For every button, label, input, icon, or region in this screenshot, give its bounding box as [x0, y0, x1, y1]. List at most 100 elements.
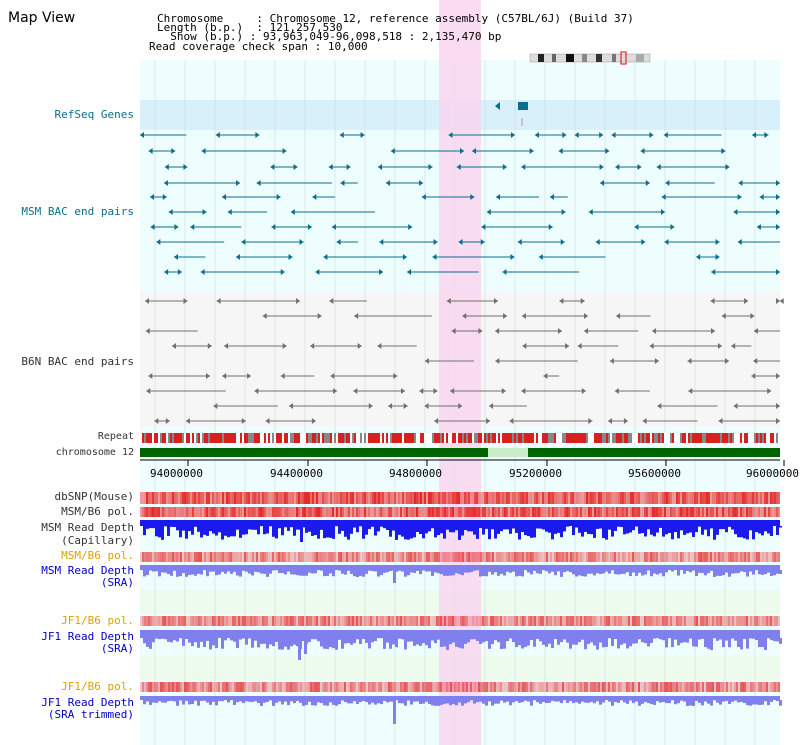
jf1-depth-trim: [419, 700, 422, 705]
msm-pol2-heat: [742, 552, 744, 562]
msm-pol2-heat: [262, 552, 264, 562]
jf1-depth-sra: [302, 638, 305, 642]
jf1-depth-sra: [524, 638, 527, 647]
msm-pol-heat: [578, 507, 580, 517]
dbsnp-heat: [158, 492, 160, 504]
jf1-depth-sra: [476, 638, 479, 641]
msm-depth-cap: [518, 526, 521, 540]
msm-pol-heat: [500, 507, 502, 517]
repeat-bar: [498, 433, 500, 443]
jf1-pol2-heat: [718, 682, 720, 692]
jf1-pol-heat: [280, 616, 282, 626]
msm-depth-sra: [779, 570, 782, 574]
repeat-bar: [408, 433, 410, 443]
track-label-chromosome[interactable]: chromosome 12: [55, 447, 134, 458]
msm-bac-pair-head: [696, 254, 701, 260]
dbsnp-heat: [234, 492, 236, 504]
msm-pol-heat: [510, 507, 512, 517]
track-label-msm-depth-cap[interactable]: MSM Read Depth: [41, 521, 134, 534]
msm-pol2-heat: [470, 552, 472, 562]
msm-pol-heat: [384, 507, 386, 517]
repeat-bar: [324, 433, 326, 443]
msm-pol-heat: [492, 507, 494, 517]
jf1-pol2-heat: [352, 682, 354, 692]
jf1-pol2-heat: [738, 682, 740, 692]
repeat-bar: [722, 433, 724, 443]
msm-pol-heat: [694, 507, 696, 517]
track-label-jf1-depth-trim[interactable]: JF1 Read Depth: [41, 696, 134, 709]
jf1-pol-heat: [512, 616, 514, 626]
b6n-bac-pair-head: [282, 343, 287, 349]
msm-pol2-heat: [566, 552, 568, 562]
msm-pol-heat: [544, 507, 546, 517]
msm-depth-cap: [215, 526, 218, 536]
track-label-repeat[interactable]: Repeat: [97, 431, 134, 442]
jf1-pol2-heat: [286, 682, 288, 692]
track-label-refseq[interactable]: RefSeq Genes: [54, 108, 134, 121]
msm-depth-cap: [173, 526, 176, 528]
jf1-depth-trim: [602, 700, 605, 703]
msm-pol-heat: [712, 507, 714, 517]
msm-bac-pair-head: [200, 269, 205, 275]
jf1-depth-trim: [203, 700, 206, 701]
msm-depth-cap: [233, 526, 236, 537]
track-label-jf1-pol-2[interactable]: JF1/B6 pol.: [61, 680, 134, 693]
track-label-dbsnp[interactable]: dbSNP(Mouse): [54, 490, 134, 503]
jf1-pol2-heat: [174, 682, 176, 692]
msm-depth-sra: [386, 570, 389, 573]
dbsnp-heat: [496, 492, 498, 504]
msm-pol2-heat: [142, 552, 144, 562]
jf1-pol-heat: [522, 616, 524, 626]
jf1-depth-sra: [272, 638, 275, 647]
msm-depth-cap: [707, 526, 710, 537]
repeat-bar: [646, 433, 648, 443]
track-label-msm-depth-sra[interactable]: MSM Read Depth: [41, 564, 134, 577]
track-label-jf1-pol-1[interactable]: JF1/B6 pol.: [61, 614, 134, 627]
msm-depth-cap: [479, 526, 482, 529]
msm-pol2-heat: [542, 552, 544, 562]
jf1-pol-heat: [718, 616, 720, 626]
msm-depth-cap: [617, 526, 620, 527]
msm-pol2-heat: [578, 552, 580, 562]
repeat-bar: [446, 433, 448, 443]
msm-gene-row-head: [738, 180, 743, 186]
repeat-bar: [192, 433, 194, 443]
repeat-bar: [668, 433, 670, 443]
msm-pol2-heat: [608, 552, 610, 562]
track-label-msm-bac[interactable]: MSM BAC end pairs: [21, 205, 134, 218]
dbsnp-heat: [338, 492, 340, 504]
dbsnp-heat: [276, 492, 278, 504]
msm-pol-heat: [254, 507, 256, 517]
repeat-bar: [674, 433, 676, 443]
jf1-pol2-heat: [298, 682, 300, 692]
jf1-pol2-heat: [420, 682, 422, 692]
msm-pol-heat: [272, 507, 274, 517]
dbsnp-heat: [742, 492, 744, 504]
jf1-pol-heat: [470, 616, 472, 626]
msm-pol2-heat: [220, 552, 222, 562]
track-label-msm-pol-1[interactable]: MSM/B6 pol.: [61, 505, 134, 518]
msm-pol-heat: [202, 507, 204, 517]
jf1-pol-heat: [556, 616, 558, 626]
repeat-bar: [234, 433, 236, 443]
jf1-depth-sra: [176, 638, 179, 642]
jf1-depth-sra: [497, 638, 500, 643]
msm-pol-heat: [534, 507, 536, 517]
repeat-bar: [502, 433, 504, 443]
jf1-depth-trim: [566, 700, 569, 703]
jf1-pol2-heat: [408, 682, 410, 692]
dbsnp-heat: [188, 492, 190, 504]
track-label-msm-pol-2[interactable]: MSM/B6 pol.: [61, 549, 134, 562]
jf1-pol2-heat: [454, 682, 456, 692]
msm-pol2-heat: [676, 552, 678, 562]
jf1-pol-heat: [402, 616, 404, 626]
msm-pol2-heat: [722, 552, 724, 562]
msm-pol2-heat: [702, 552, 704, 562]
msm-pol-heat: [558, 507, 560, 517]
msm-pol2-heat: [336, 552, 338, 562]
jf1-pol2-heat: [370, 682, 372, 692]
track-label-jf1-depth-sra[interactable]: JF1 Read Depth: [41, 630, 134, 643]
track-label-b6n-bac[interactable]: B6N BAC end pairs: [21, 355, 134, 368]
repeat-bar: [690, 433, 692, 443]
dbsnp-heat: [754, 492, 756, 504]
